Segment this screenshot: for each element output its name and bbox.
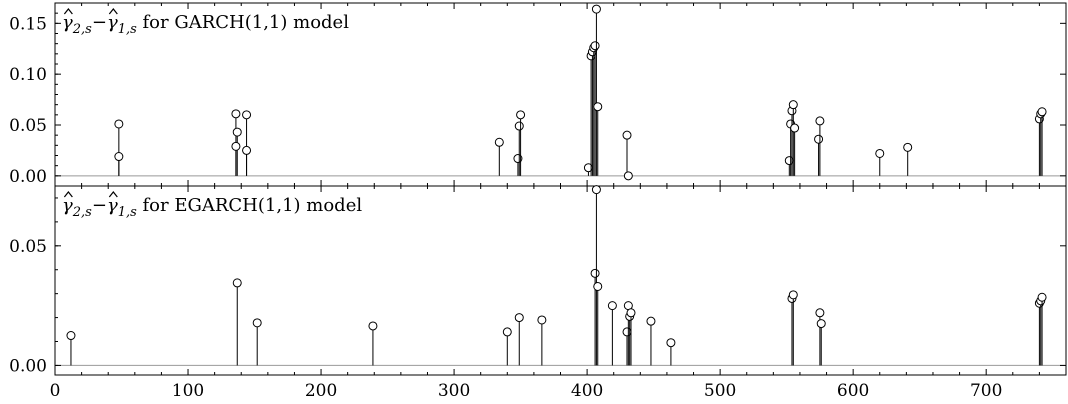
stem-marker <box>591 185 601 195</box>
y-tick-label: 0.00 <box>9 356 47 376</box>
panel-1: 0.000.050.100.15 γ2,s−γ1,s for GARCH(1,1)… <box>9 2 1067 187</box>
stem-marker <box>242 145 252 155</box>
x-tick-label: 600 <box>837 381 869 399</box>
subscript-2s: 2,s <box>72 22 92 37</box>
x-tick-label: 300 <box>438 381 470 399</box>
panel-title: γ2,s−γ1,s for EGARCH(1,1) model <box>62 195 362 220</box>
panel-2: 0.00 0.05 0 100 200 300 400 500 600 700 γ2,s−γ1,s … <box>9 185 1067 401</box>
hat-accent <box>108 8 118 15</box>
stem-marker <box>788 100 798 110</box>
stem-marker <box>516 110 526 120</box>
y-tick-label: 0.05 <box>9 116 47 136</box>
x-tick-label: 100 <box>172 381 204 399</box>
stem-marker <box>502 327 512 337</box>
stem-marker <box>816 319 826 329</box>
stem-marker <box>513 154 523 164</box>
stem-marker <box>666 338 676 348</box>
stem-marker <box>368 321 378 331</box>
stem-marker <box>623 171 633 181</box>
gamma-hat-1: γ <box>107 12 118 33</box>
x-tick-label: 700 <box>970 381 1002 399</box>
subscript-1s: 1,s <box>118 205 137 220</box>
stem-marker <box>114 152 124 162</box>
stem-marker <box>514 313 524 323</box>
stem-marker <box>815 308 825 318</box>
x-tick-label: 400 <box>571 381 603 399</box>
stem-marker <box>593 102 603 112</box>
hat-accent <box>108 191 118 198</box>
gamma-hat-1: γ <box>107 195 118 216</box>
subscript-2s: 2,s <box>72 205 92 220</box>
hat-accent <box>63 8 73 15</box>
y-tick-label: 0.15 <box>9 14 47 34</box>
minus-sign: − <box>92 12 107 33</box>
stem-marker <box>903 142 913 152</box>
panel-title: γ2,s−γ1,s for GARCH(1,1) model <box>62 12 349 37</box>
stem-marker <box>232 127 242 137</box>
stem-marker <box>814 134 824 144</box>
minus-sign: − <box>92 195 107 216</box>
x-tick-label: 200 <box>305 381 337 399</box>
stem-marker <box>232 278 242 288</box>
stem-marker <box>514 121 524 131</box>
title-text: for EGARCH(1,1) model <box>137 195 363 216</box>
stem-marker <box>1037 107 1047 117</box>
subscript-1s: 1,s <box>118 22 137 37</box>
title-text: for GARCH(1,1) model <box>137 12 349 33</box>
stem-marker <box>242 110 252 120</box>
y-tick-label: 0.05 <box>9 237 47 257</box>
x-tick-label: 500 <box>704 381 736 399</box>
stem-marker <box>590 41 600 51</box>
y-tick-label: 0.00 <box>9 167 47 187</box>
stem-marker <box>593 281 603 291</box>
stem-marker <box>607 301 617 311</box>
stem-marker <box>252 318 262 328</box>
stem-marker <box>788 290 798 300</box>
stem-marker <box>590 268 600 278</box>
x-tick-label: 0 <box>50 381 61 399</box>
hat-accent <box>63 191 73 198</box>
gamma-hat-2: γ <box>62 12 73 33</box>
stem-marker <box>231 141 241 151</box>
stem-marker <box>815 116 825 126</box>
stem-marker <box>66 331 76 341</box>
y-tick-label: 0.10 <box>9 65 47 85</box>
stem-marker <box>591 4 601 14</box>
stem-marker <box>646 316 656 326</box>
stem-marker <box>114 119 124 129</box>
stem-marker <box>622 130 632 140</box>
stem-marker <box>1037 292 1047 302</box>
stem-marker <box>875 148 885 158</box>
stem-marker <box>790 123 800 133</box>
stem-marker <box>626 308 636 318</box>
stem-marker <box>231 109 241 119</box>
gamma-hat-2: γ <box>62 195 73 216</box>
stem-marker <box>537 315 547 325</box>
stem-marker <box>494 137 504 147</box>
